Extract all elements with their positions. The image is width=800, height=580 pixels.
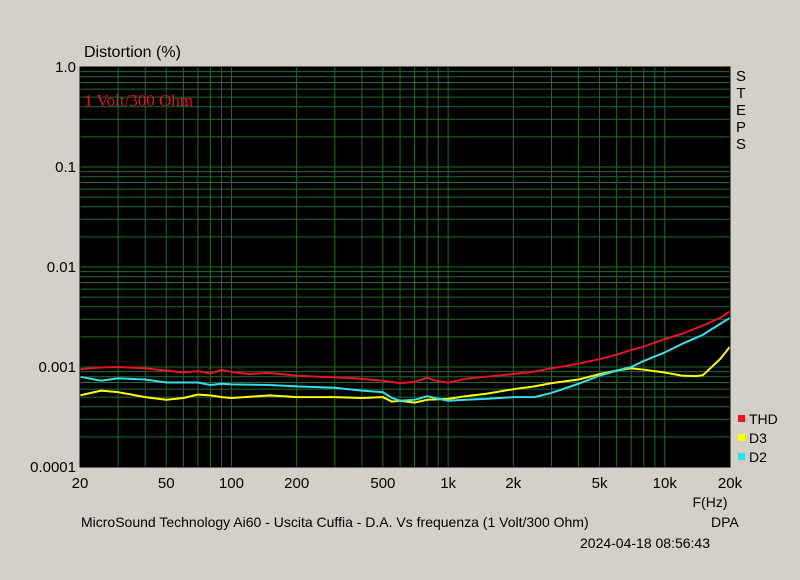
x-tick-label: 20: [72, 475, 89, 492]
timestamp: 2024-04-18 08:56:43: [580, 535, 710, 551]
x-tick-label: 5k: [592, 475, 608, 492]
series-line-d2: [79, 317, 731, 402]
x-tick-label: 20k: [718, 475, 743, 492]
x-tick-label: 100: [219, 475, 244, 492]
y-tick-label: 0.1: [55, 159, 76, 176]
series-layer: [79, 310, 731, 404]
condition-annotation: 1 Volt/300 Ohm: [84, 91, 193, 110]
steps-letter: S: [736, 136, 746, 153]
x-tick-label: 500: [370, 475, 395, 492]
y-tick-label: 0.0001: [30, 459, 76, 476]
legend-label-d2: D2: [749, 449, 767, 465]
y-tick-label: 0.01: [47, 259, 76, 276]
chart-title: Distortion (%): [84, 44, 181, 61]
series-line-d3: [79, 345, 731, 404]
plot-border: [79, 66, 731, 468]
steps-letter: T: [736, 85, 745, 102]
x-tick-label: 200: [284, 475, 309, 492]
steps-letter: P: [736, 119, 746, 136]
steps-letter: S: [736, 68, 746, 85]
x-tick-label: 2k: [505, 475, 521, 492]
y-tick-label: 1.0: [55, 59, 76, 76]
steps-letter: E: [736, 102, 746, 119]
legend: THD D3 D2: [738, 411, 778, 465]
legend-swatch-d3: [738, 434, 745, 441]
x-tick-label: 1k: [440, 475, 456, 492]
y-tick-label: 0.001: [38, 359, 76, 376]
legend-label-thd: THD: [749, 411, 778, 427]
brand-label: DPA: [711, 514, 739, 530]
chart-caption: MicroSound Technology Ai60 - Uscita Cuff…: [81, 514, 589, 530]
series-line-thd: [79, 310, 731, 385]
legend-swatch-d2: [738, 453, 745, 460]
legend-label-d3: D3: [749, 430, 767, 446]
axis-layer: 20 50 100 200 500 1k 2k 5k 10k 20k 1.0 0.1 0.01 0.001…: [30, 59, 742, 492]
x-tick-label: 50: [158, 475, 175, 492]
x-tick-label: 10k: [653, 475, 678, 492]
x-axis-label: F(Hz): [693, 494, 728, 510]
legend-swatch-thd: [738, 415, 745, 422]
